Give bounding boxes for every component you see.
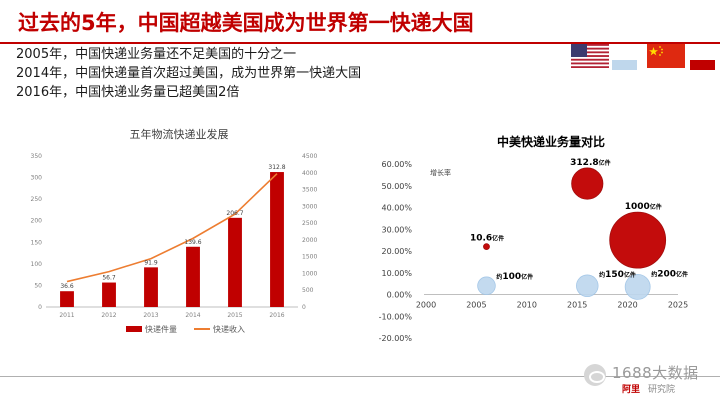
footer-divider: [0, 376, 720, 377]
y-right-tick-label: 4500: [302, 153, 317, 160]
y-right-tick-label: 3500: [302, 187, 317, 194]
us-bubble-2021: [624, 273, 651, 300]
bar-data-label: 56.7: [102, 275, 116, 282]
y-tick-label: 50.00%: [381, 182, 412, 191]
y-axis-label: 增长率: [430, 168, 451, 177]
x-tick-label: 2015: [227, 312, 242, 319]
summary-line-2005: 2005年，中国快递业务量还不足美国的十分之一: [16, 47, 297, 62]
y-tick-label: 40.00%: [381, 204, 412, 213]
y-left-tick-label: 150: [31, 239, 43, 246]
chart-title: 五年物流快递业发展: [130, 127, 229, 141]
bar-2015: [228, 217, 242, 307]
summary-line-2016: 2016年，中国快递业务量已超美国2倍: [16, 85, 240, 100]
y-tick-label: 10.00%: [381, 269, 412, 278]
watermark-sub: 研究院: [648, 385, 676, 395]
bubble-data-label: 312.8亿件: [570, 158, 610, 168]
bar-2016: [270, 172, 284, 307]
us-bubble-2006: [477, 276, 496, 296]
legend-label-revenue: 快递收入: [213, 324, 245, 334]
y-right-tick-label: 3000: [302, 203, 317, 210]
china-bubble-2016: [571, 167, 604, 200]
china-bubble-2021: [609, 211, 667, 269]
revenue-line: [66, 173, 278, 283]
y-tick-label: 0.00%: [387, 291, 413, 300]
express-growth-chart: 五年物流快递业发展0501001502002503003500500100015…: [31, 127, 318, 334]
y-right-tick-label: 4000: [302, 170, 317, 177]
x-tick-label: 2015: [567, 301, 587, 310]
y-right-tick-label: 2500: [302, 220, 317, 227]
watermark: 1688大数据 阿里 研究院: [560, 356, 720, 402]
y-right-tick-label: 1500: [302, 254, 317, 261]
summary-line-2014: 2014年，中国快递量首次超过美国，成为世界第一快递大国: [16, 66, 362, 81]
legend-swatch-volume: [126, 326, 142, 332]
bar-2014: [186, 246, 200, 307]
us-flag-icon: [571, 44, 609, 68]
x-tick-label: 2010: [517, 301, 537, 310]
bubble-data-label: 约150亿件: [599, 270, 636, 280]
y-right-tick-label: 500: [302, 287, 314, 294]
bar-data-label: 36.6: [60, 283, 74, 290]
wechat-icon: [584, 364, 606, 386]
x-tick-label: 2020: [617, 301, 637, 310]
y-right-tick-label: 0: [302, 304, 306, 311]
page-title: 过去的5年，中国超越美国成为世界第一快递大国: [18, 11, 474, 35]
china-legend-chip: [690, 60, 715, 70]
x-tick-label: 2000: [416, 301, 436, 310]
x-tick-label: 2012: [101, 312, 116, 319]
watermark-logo: 阿里: [622, 385, 641, 395]
china-bubble-2006: [483, 243, 490, 251]
y-right-tick-label: 2000: [302, 237, 317, 244]
bar-data-label: 312.8: [268, 164, 285, 171]
bar-2011: [60, 291, 74, 307]
y-tick-label: -20.00%: [379, 334, 413, 343]
y-tick-label: 60.00%: [381, 160, 412, 169]
y-left-tick-label: 250: [31, 196, 43, 203]
bubble-data-label: 约100亿件: [496, 272, 533, 282]
us-bubble-2016: [576, 274, 599, 298]
y-left-tick-label: 200: [31, 218, 43, 225]
bar-data-label: 139.6: [184, 239, 201, 246]
watermark-text: 1688大数据: [612, 364, 699, 382]
bar-2012: [102, 282, 116, 307]
title-divider: [0, 42, 720, 44]
y-tick-label: 30.00%: [381, 225, 412, 234]
x-tick-label: 2025: [668, 301, 688, 310]
chart-title: 中美快递业务量对比: [497, 134, 605, 149]
bubble-data-label: 10.6亿件: [470, 234, 504, 244]
bubble-data-label: 1000亿件: [625, 202, 662, 212]
y-left-tick-label: 0: [38, 304, 42, 311]
legend-label-volume: 快递件量: [145, 324, 177, 334]
bubble-data-label: 约200亿件: [651, 269, 688, 279]
summary-text: 2005年，中国快递业务量还不足美国的十分之一 2014年，中国快递量首次超过美…: [16, 45, 536, 102]
y-left-tick-label: 100: [31, 261, 43, 268]
x-tick-label: 2016: [269, 312, 284, 319]
china-flag-icon: [647, 44, 685, 68]
x-tick-label: 2005: [466, 301, 486, 310]
x-tick-label: 2013: [143, 312, 158, 319]
y-left-tick-label: 50: [34, 282, 42, 289]
us-legend-chip: [612, 60, 637, 70]
bar-2013: [144, 267, 158, 307]
y-left-tick-label: 350: [31, 153, 43, 160]
bar-data-label: 91.9: [144, 259, 158, 266]
y-tick-label: -10.00%: [379, 312, 413, 321]
x-tick-label: 2014: [185, 312, 200, 319]
x-tick-label: 2011: [59, 312, 74, 319]
y-tick-label: 20.00%: [381, 247, 412, 256]
bar-data-label: 206.7: [226, 210, 243, 217]
y-left-tick-label: 300: [31, 175, 43, 182]
y-right-tick-label: 1000: [302, 270, 317, 277]
